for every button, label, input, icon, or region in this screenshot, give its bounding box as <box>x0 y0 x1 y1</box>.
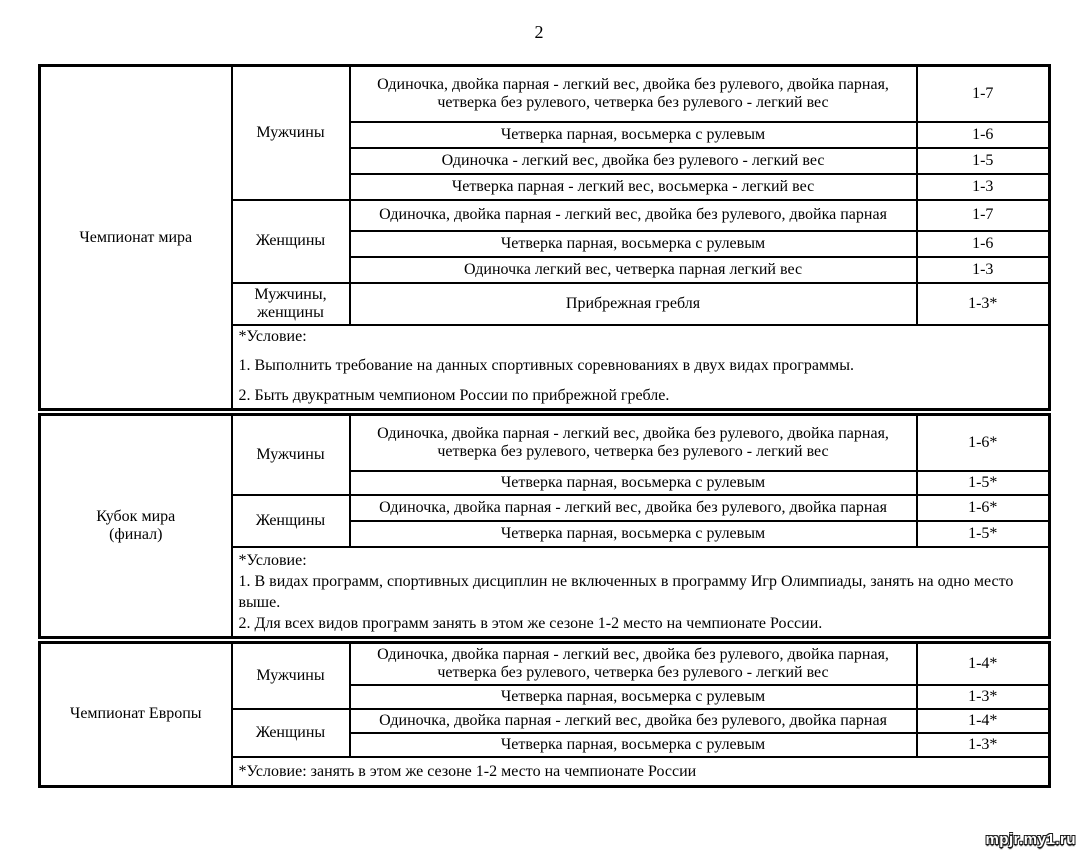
events-cell: Четверка парная, восьмерка с рулевым <box>348 684 918 711</box>
place-cell: 1-6* <box>915 493 1051 522</box>
condition-cell: *Условие: 1. В видах программ, спортивны… <box>230 545 1051 639</box>
events-cell: Одиночка, двойка парная - легкий вес, дв… <box>348 413 918 472</box>
events-cell: Одиночка, двойка парная - легкий вес, дв… <box>348 708 918 735</box>
place-cell: 1-3 <box>915 255 1051 284</box>
condition-line: 2. Быть двукратным чемпионом России по п… <box>238 386 670 404</box>
place-cell: 1-4* <box>915 641 1051 687</box>
events-cell: Четверка парная, восьмерка с рулевым <box>348 120 918 149</box>
condition-line: *Условие: занять в этом же сезоне 1-2 ме… <box>238 762 697 780</box>
place-cell: 1-6 <box>915 229 1051 258</box>
events-cell: Одиночка - легкий вес, двойка без рулево… <box>348 146 918 175</box>
events-cell: Одиночка, двойка парная - легкий вес, дв… <box>348 493 918 522</box>
place-cell: 1-6 <box>915 120 1051 149</box>
events-cell: Четверка парная - легкий вес, восьмерка … <box>348 172 918 201</box>
place-cell: 1-5 <box>915 146 1051 175</box>
condition-cell: *Условие: занять в этом же сезоне 1-2 ме… <box>230 756 1051 788</box>
gender-cell-women: Женщины <box>230 708 351 759</box>
table-world-cup-final: Кубок мира (финал) Мужчины Одиночка, дво… <box>38 413 1051 640</box>
events-cell: Одиночка, двойка парная - легкий вес, дв… <box>348 64 918 123</box>
competition-name-line: (финал) <box>109 526 163 544</box>
table-european-championship: Чемпионат Европы Мужчины Одиночка, двойк… <box>38 641 1051 788</box>
condition-line: *Условие: <box>238 327 307 345</box>
events-cell: Четверка парная, восьмерка с рулевым <box>348 519 918 548</box>
place-cell: 1-3* <box>915 684 1051 711</box>
competition-name: Кубок мира (финал) <box>38 413 233 639</box>
condition-line: *Условие: <box>238 551 307 569</box>
place-cell: 1-3 <box>915 172 1051 201</box>
competition-name-line: Кубок мира <box>96 508 176 526</box>
condition-line: 1. Выполнить требование на данных спорти… <box>238 357 854 375</box>
condition-line: 1. В видах программ, спортивных дисципли… <box>238 572 1014 611</box>
events-cell: Четверка парная, восьмерка с рулевым <box>348 229 918 258</box>
place-cell: 1-3* <box>915 281 1051 326</box>
place-cell: 1-4* <box>915 708 1051 735</box>
place-cell: 1-7 <box>915 198 1051 232</box>
condition-cell: *Условие: 1. Выполнить требование на дан… <box>230 323 1051 411</box>
table-world-championship: Чемпионат мира Мужчины Одиночка, двойка … <box>38 64 1051 412</box>
gender-cell-women: Женщины <box>230 198 351 284</box>
gender-cell-men: Мужчины <box>230 641 351 711</box>
competition-name: Чемпионат мира <box>38 64 233 411</box>
gender-cell-men: Мужчины <box>230 413 351 496</box>
gender-cell-men: Мужчины <box>230 64 351 201</box>
place-cell: 1-3* <box>915 732 1051 759</box>
events-cell: Одиночка, двойка парная - легкий вес, дв… <box>348 198 918 232</box>
place-cell: 1-7 <box>915 64 1051 123</box>
events-cell: Одиночка, двойка парная - легкий вес, дв… <box>348 641 918 687</box>
condition-line: 2. Для всех видов программ занять в этом… <box>238 615 823 633</box>
gender-cell-women: Женщины <box>230 493 351 548</box>
page-number: 2 <box>534 22 544 42</box>
tables-container: Чемпионат мира Мужчины Одиночка, двойка … <box>38 64 1051 790</box>
place-cell: 1-5* <box>915 519 1051 548</box>
events-cell: Одиночка легкий вес, четверка парная лег… <box>348 255 918 284</box>
gender-cell-mixed: Мужчины, женщины <box>230 281 351 326</box>
events-cell: Четверка парная, восьмерка с рулевым <box>348 469 918 496</box>
competition-name: Чемпионат Европы <box>38 641 233 788</box>
place-cell: 1-5* <box>915 469 1051 496</box>
place-cell: 1-6* <box>915 413 1051 472</box>
events-cell: Прибрежная гребля <box>348 281 918 326</box>
events-cell: Четверка парная, восьмерка с рулевым <box>348 732 918 759</box>
site-watermark: mpjr.my1.ru <box>985 831 1076 848</box>
